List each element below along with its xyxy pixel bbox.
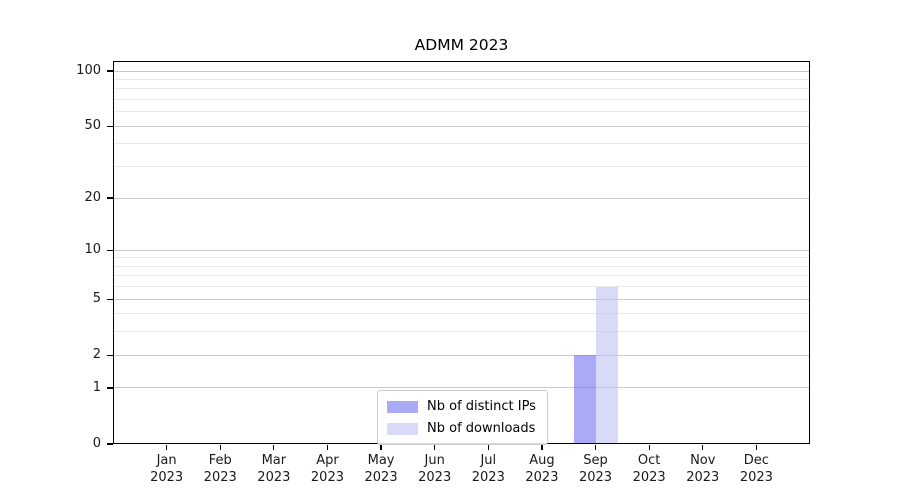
gridline-minor [113,99,810,101]
y-tick-label: 5 [92,291,101,307]
gridline-major [113,298,810,300]
y-tick-label: 10 [84,242,101,258]
x-tick-mark [165,445,168,450]
gridline-minor [113,331,810,333]
x-tick-label: Jan 2023 [150,453,184,485]
x-tick-mark [755,445,758,450]
x-tick-label: Feb 2023 [203,453,237,485]
gridline-major [113,70,810,72]
y-tick-label: 0 [92,436,101,451]
y-tick-mark [107,70,113,72]
x-tick-label: Apr 2023 [310,453,344,485]
legend: Nb of distinct IPs Nb of downloads [377,390,548,445]
gridline-minor [113,111,810,113]
y-tick-mark [107,125,113,127]
x-tick-label: Nov 2023 [686,453,720,485]
legend-swatch-distinct-ips-icon [387,400,418,413]
x-tick-mark [487,445,489,450]
x-tick-mark [434,445,436,450]
gridline-minor [113,88,810,90]
y-tick-label: 2 [92,347,101,363]
y-tick-mark [107,443,113,445]
x-tick-label: Mar 2023 [257,453,291,485]
legend-label-distinct-ips: Nb of distinct IPs [427,399,536,414]
y-tick-mark [107,197,113,199]
x-tick-mark [648,445,650,450]
gridline-minor [113,286,810,288]
x-tick-label: Aug 2023 [525,453,559,485]
x-tick-mark [541,445,543,450]
y-tick-mark [107,249,113,251]
x-tick-label: Jul 2023 [471,453,505,485]
y-tick-mark [107,387,113,389]
bar-downloads [595,286,618,444]
y-tick-label: 20 [84,190,101,206]
y-tick-mark [107,354,113,356]
gridline-minor [113,166,810,168]
x-tick-mark [219,445,221,450]
legend-label-downloads: Nb of downloads [427,421,536,436]
x-tick-label: Jun 2023 [418,453,452,485]
x-tick-label: May 2023 [364,453,398,485]
x-tick-mark [326,445,329,450]
x-tick-mark [594,445,597,450]
plot-area-frame [113,61,810,444]
chart-title: ADMM 2023 [414,36,509,54]
y-tick-label: 100 [76,63,101,79]
legend-item-downloads: Nb of downloads [387,420,536,437]
x-tick-mark [380,445,382,450]
gridline-minor [113,313,810,315]
gridline-minor [113,265,810,267]
gridline-major [113,249,810,251]
legend-swatch-downloads-icon [387,422,418,435]
x-tick-mark [702,445,704,450]
y-tick-label: 50 [84,118,101,134]
gridline-major [113,354,810,356]
x-tick-label: Oct 2023 [632,453,666,485]
gridline-minor [113,275,810,277]
legend-item-distinct-ips: Nb of distinct IPs [387,398,536,415]
x-tick-label: Sep 2023 [578,453,613,485]
gridline-major [113,125,810,127]
x-tick-mark [273,445,275,450]
gridline-major [113,197,810,199]
gridline-minor [113,143,810,145]
y-tick-label: 1 [92,379,101,395]
gridline-major [113,387,810,389]
y-tick-mark [107,298,113,300]
gridline-minor [113,257,810,259]
x-tick-label: Dec 2023 [739,453,773,485]
gridline-minor [113,79,810,81]
bar-distinct-ips [573,355,596,444]
